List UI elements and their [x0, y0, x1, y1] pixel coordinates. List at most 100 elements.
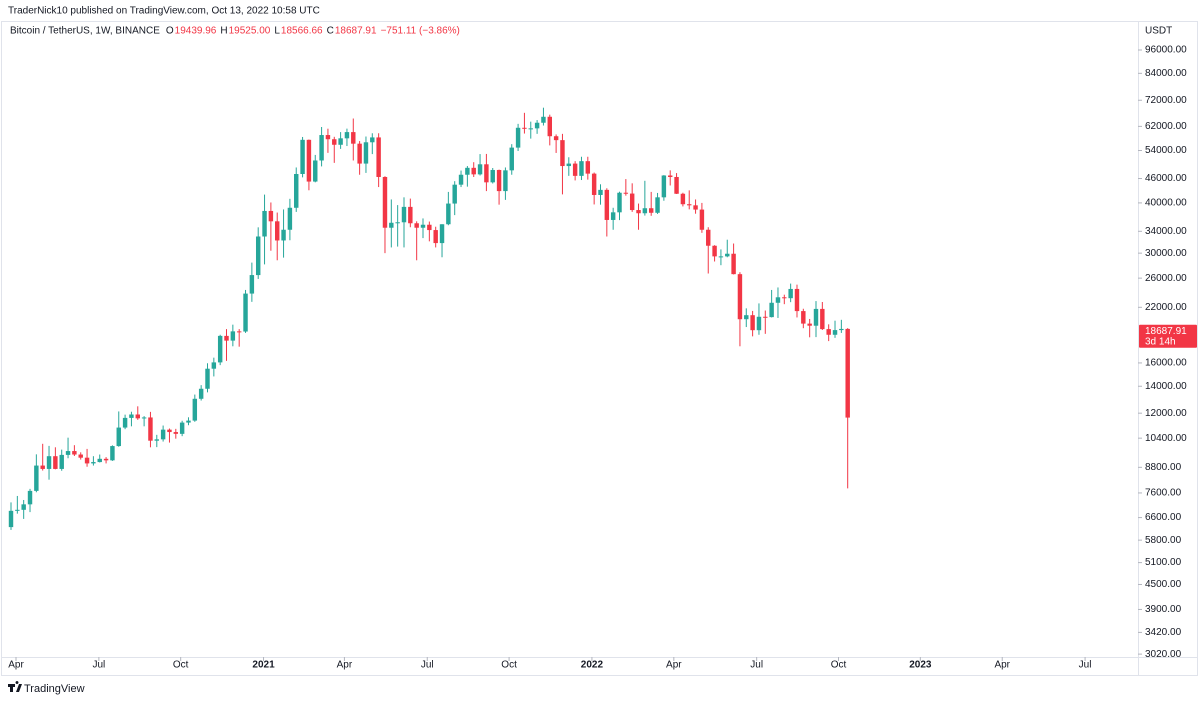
candle-body: [313, 160, 318, 182]
x-tick-label: Oct: [831, 660, 847, 671]
candle-body: [553, 136, 559, 141]
candle-body: [699, 209, 705, 230]
y-tick-label: 6600.00: [1145, 512, 1182, 523]
y-tick-label: 96000.00: [1145, 45, 1187, 56]
candle-body: [344, 132, 350, 139]
candle-body: [661, 175, 667, 198]
y-tick-label: 22000.00: [1145, 302, 1187, 313]
candle-body: [845, 328, 850, 418]
candle-body: [363, 142, 369, 164]
candle-body: [541, 116, 546, 123]
candle-body: [655, 197, 660, 213]
candle-body: [446, 203, 451, 225]
candle-body: [198, 388, 204, 399]
candle-body: [820, 308, 825, 330]
candle-body: [769, 302, 774, 318]
candle-body: [782, 297, 787, 299]
candle-body: [325, 135, 331, 140]
y-tick-label: 5800.00: [1145, 535, 1182, 546]
candle-body: [332, 139, 337, 145]
y-tick-label: 62000.00: [1145, 121, 1187, 132]
candle-body: [560, 140, 565, 167]
legend-key: O: [166, 26, 174, 37]
candle-body: [319, 135, 324, 161]
candle-body: [230, 331, 236, 341]
candle-body: [154, 439, 160, 441]
candle-body: [648, 208, 654, 213]
candle-body: [826, 329, 831, 335]
x-tick-label: Jul: [421, 660, 434, 671]
candle-body: [34, 465, 39, 491]
candle-body: [192, 398, 198, 421]
candle-body: [110, 446, 115, 461]
y-tick-label: 8800.00: [1145, 462, 1182, 473]
candle-body: [534, 122, 540, 129]
candle-body: [775, 297, 781, 303]
candle-body: [135, 414, 140, 419]
legend-value: 19439.96: [175, 26, 217, 37]
candle-body: [91, 462, 96, 464]
legend-key: C: [327, 26, 334, 37]
y-tick-label: 26000.00: [1145, 273, 1187, 284]
candle-body: [414, 223, 419, 228]
x-tick-label: Apr: [666, 660, 682, 671]
x-tick-label: Apr: [8, 660, 24, 671]
legend-key: L: [274, 26, 280, 37]
candle-body: [148, 417, 153, 441]
y-tick-label: 3020.00: [1145, 649, 1182, 660]
candle-body: [591, 173, 597, 195]
candle-body: [275, 221, 280, 241]
candle-body: [680, 193, 686, 205]
y-tick-label: 3420.00: [1145, 627, 1182, 638]
candle-body: [788, 288, 793, 299]
countdown: 3d 14h: [1145, 336, 1176, 347]
candle-body: [129, 414, 134, 418]
y-tick-label: 46000.00: [1145, 173, 1187, 184]
candle-body: [756, 316, 762, 331]
candle-body: [490, 169, 495, 183]
candle-body: [389, 222, 394, 228]
candle-body: [712, 245, 717, 257]
x-tick-label: Jul: [1079, 660, 1092, 671]
candle-body: [46, 456, 52, 469]
candle-body: [236, 331, 242, 333]
candle-body: [604, 189, 610, 220]
candle-body: [706, 229, 711, 246]
candle-body: [160, 429, 166, 440]
candle-body: [255, 236, 261, 276]
candle-body: [338, 138, 343, 145]
candle-body: [667, 175, 673, 177]
candle-body: [465, 167, 470, 175]
y-tick-label: 10400.00: [1145, 433, 1187, 444]
candle-body: [528, 128, 533, 130]
y-tick-label: 54000.00: [1145, 145, 1187, 156]
legend-change: −751.11 (−3.86%): [381, 26, 460, 37]
candle-body: [839, 328, 844, 331]
candle-body: [141, 417, 147, 419]
candle-body: [623, 192, 629, 194]
candle-body: [122, 417, 128, 428]
candle-body: [794, 288, 800, 312]
legend: Bitcoin / TetherUS, 1W, BINANCE O 19439.96…: [10, 26, 460, 37]
y-tick-label: 30000.00: [1145, 248, 1187, 259]
candle-body: [382, 176, 388, 228]
chart-frame: [1, 21, 1198, 676]
candle-body: [503, 170, 508, 192]
candle-body: [408, 206, 413, 224]
candle-body: [167, 429, 172, 433]
candle-body: [420, 224, 426, 228]
candle-body: [27, 490, 33, 505]
candle-body: [59, 454, 64, 469]
y-axis-label: USDT: [1145, 26, 1172, 37]
candle-body: [617, 192, 622, 213]
candle-body: [522, 127, 527, 129]
publish-info: TraderNick10 published on TradingView.co…: [8, 6, 320, 17]
candle-body: [205, 368, 210, 389]
y-tick-label: 84000.00: [1145, 68, 1187, 79]
candle-body: [801, 311, 806, 324]
candle-body: [249, 275, 255, 294]
x-tick-label: Jul: [750, 660, 763, 671]
candle-body: [351, 132, 356, 144]
candle-body: [15, 509, 20, 511]
